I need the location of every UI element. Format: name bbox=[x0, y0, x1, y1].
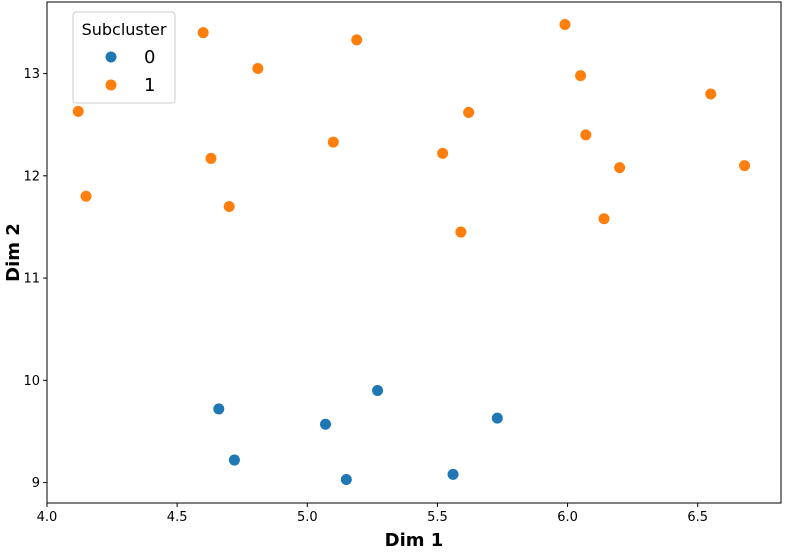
scatter-point-series-1 bbox=[252, 62, 264, 74]
scatter-point-series-0 bbox=[491, 412, 503, 424]
legend-title: Subcluster bbox=[82, 20, 167, 39]
x-axis: 4.0 4.5 5.0 5.5 6.0 6.5 bbox=[37, 503, 708, 525]
scatter-point-series-1 bbox=[351, 34, 363, 46]
scatter-point-series-1 bbox=[575, 70, 587, 82]
x-tick-label: 6.5 bbox=[687, 510, 708, 525]
scatter-point-series-1 bbox=[598, 213, 610, 225]
y-tick-label: 9 bbox=[32, 476, 40, 491]
scatter-point-series-0 bbox=[228, 454, 240, 466]
y-tick-label: 13 bbox=[23, 67, 40, 82]
scatter-point-series-1 bbox=[559, 18, 571, 30]
points-layer bbox=[72, 18, 751, 485]
x-axis-title: Dim 1 bbox=[385, 530, 444, 551]
legend: Subcluster 0 1 bbox=[72, 11, 176, 104]
y-axis-title: Dim 2 bbox=[3, 223, 24, 282]
scatter-point-series-1 bbox=[223, 200, 235, 212]
scatter-point-series-1 bbox=[197, 27, 209, 39]
legend-label-0: 0 bbox=[144, 47, 155, 68]
scatter-point-series-1 bbox=[455, 226, 467, 238]
scatter-point-series-1 bbox=[463, 106, 475, 118]
scatter-point-series-1 bbox=[80, 190, 92, 202]
legend-marker-0 bbox=[105, 51, 117, 63]
x-tick-label: 5.0 bbox=[297, 510, 318, 525]
y-tick-label: 10 bbox=[23, 374, 40, 389]
scatter-point-series-1 bbox=[205, 152, 217, 164]
legend-marker-1 bbox=[105, 79, 117, 91]
scatter-point-series-1 bbox=[705, 88, 717, 100]
scatter-point-series-1 bbox=[72, 105, 84, 117]
x-tick-label: 4.5 bbox=[167, 510, 188, 525]
y-tick-label: 12 bbox=[23, 169, 40, 184]
scatter-point-series-0 bbox=[320, 418, 332, 430]
x-tick-label: 4.0 bbox=[37, 510, 58, 525]
y-tick-label: 11 bbox=[23, 272, 40, 287]
legend-label-1: 1 bbox=[144, 75, 155, 96]
y-axis: 9 10 11 12 13 bbox=[23, 67, 47, 491]
scatter-point-series-1 bbox=[437, 147, 449, 159]
scatter-point-series-0 bbox=[213, 403, 225, 415]
scatter-point-series-1 bbox=[327, 136, 339, 148]
scatter-point-series-1 bbox=[614, 162, 626, 174]
x-tick-label: 6.0 bbox=[557, 510, 578, 525]
x-tick-label: 5.5 bbox=[427, 510, 448, 525]
scatter-point-series-1 bbox=[580, 129, 592, 141]
legend-box bbox=[72, 11, 176, 104]
scatter-point-series-0 bbox=[340, 473, 352, 485]
scatter-point-series-0 bbox=[447, 468, 459, 480]
scatter-point-series-1 bbox=[739, 160, 751, 172]
scatter-point-series-0 bbox=[372, 385, 384, 397]
